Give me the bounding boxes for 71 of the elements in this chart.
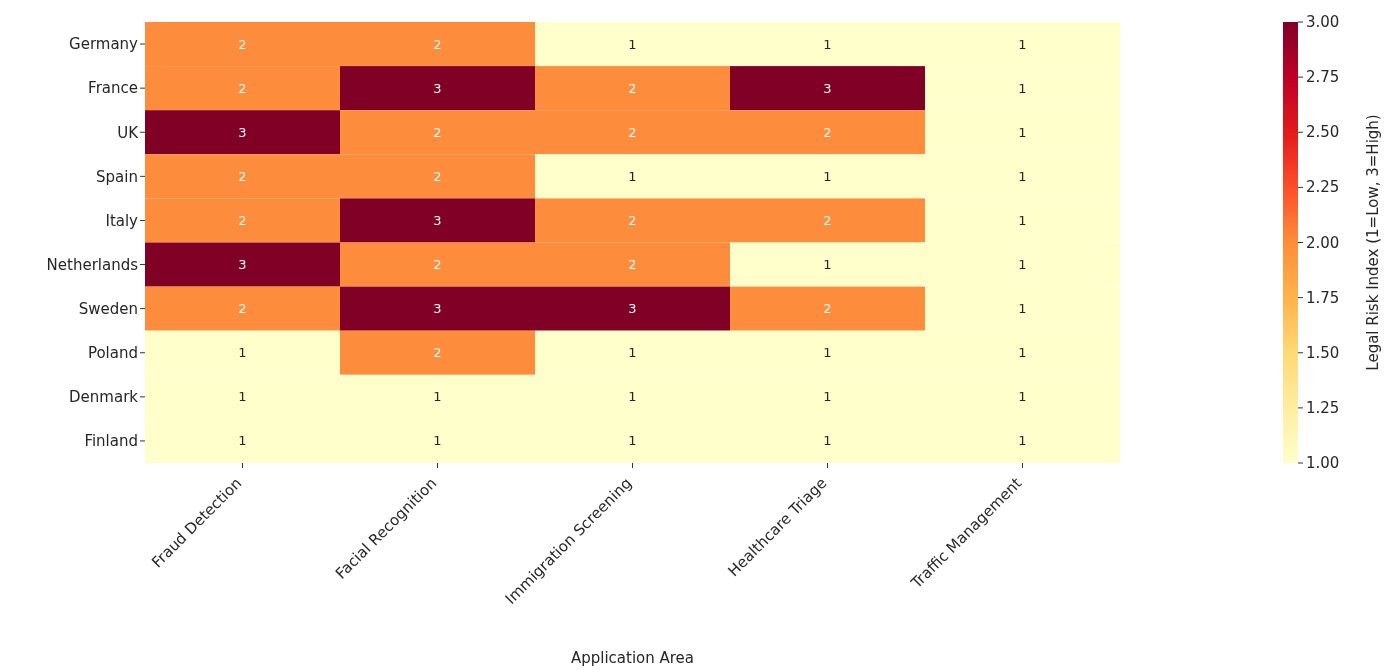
- data-label: 1: [238, 433, 247, 449]
- data-label: 1: [1018, 433, 1027, 449]
- y-tick-label: Netherlands: [46, 255, 139, 274]
- data-label: 1: [1018, 389, 1027, 405]
- color-bar-label: 3.00: [1306, 13, 1340, 31]
- data-label: 1: [823, 433, 832, 449]
- data-label: 1: [628, 36, 637, 52]
- y-tick-label: Italy: [105, 211, 139, 230]
- data-label: 2: [433, 345, 442, 361]
- data-label: 3: [238, 257, 247, 273]
- data-label: 2: [433, 257, 442, 273]
- color-bar-label: 1.75: [1306, 288, 1340, 307]
- color-bar-label: 1.25: [1306, 398, 1340, 417]
- data-label: 2: [238, 80, 247, 96]
- color-bar-label: 1.00: [1306, 454, 1340, 472]
- data-label: 1: [628, 389, 637, 405]
- data-label: 3: [433, 301, 442, 317]
- data-label: 2: [433, 124, 442, 140]
- color-bar-label: 2.00: [1306, 233, 1340, 252]
- data-label: 1: [238, 389, 247, 405]
- data-label: 1: [433, 433, 442, 449]
- data-label: 2: [433, 36, 442, 52]
- data-label: 3: [433, 212, 442, 228]
- data-label: 2: [238, 301, 247, 317]
- data-label: 1: [1018, 301, 1027, 317]
- data-label: 1: [1018, 257, 1027, 273]
- color-bar-label: 2.50: [1306, 123, 1340, 142]
- data-label: 2: [238, 212, 247, 228]
- y-tick-label: France: [88, 79, 138, 98]
- data-label: 3: [823, 80, 832, 96]
- data-label: 1: [1018, 345, 1027, 361]
- y-tick-label: Spain: [96, 167, 138, 186]
- data-label: 1: [238, 345, 247, 361]
- x-axis-title: Application Area: [570, 649, 695, 667]
- color-bar-title: Legal Risk Index (1=Low, 3=High): [1364, 114, 1382, 371]
- data-label: 1: [433, 389, 442, 405]
- data-label: 2: [238, 168, 247, 184]
- data-label: 2: [238, 36, 247, 52]
- y-tick-label: Sweden: [78, 299, 138, 318]
- color-bar-label: 2.25: [1306, 178, 1340, 197]
- data-label: 3: [238, 124, 247, 140]
- y-tick-label: Finland: [84, 432, 138, 451]
- data-label: 2: [433, 168, 442, 184]
- y-tick-label: Poland: [87, 344, 138, 363]
- data-label: 1: [628, 433, 637, 449]
- data-label: 1: [1018, 212, 1027, 228]
- data-label: 2: [823, 212, 832, 228]
- data-label: 1: [823, 168, 832, 184]
- data-label: 1: [628, 345, 637, 361]
- data-label: 2: [823, 124, 832, 140]
- data-label: 2: [823, 301, 832, 317]
- data-label: 3: [433, 80, 442, 96]
- data-label: 1: [823, 36, 832, 52]
- data-label: 1: [823, 345, 832, 361]
- data-label: 2: [628, 80, 637, 96]
- data-label: 1: [1018, 124, 1027, 140]
- data-label: 1: [823, 389, 832, 405]
- y-tick-label: Germany: [69, 35, 139, 54]
- y-tick-label: Denmark: [69, 388, 139, 407]
- color-bar-label: 1.50: [1306, 343, 1340, 362]
- data-label: 1: [823, 257, 832, 273]
- data-label: 2: [628, 124, 637, 140]
- data-label: 2: [628, 257, 637, 273]
- color-bar-label: 2.75: [1306, 68, 1340, 87]
- data-label: 3: [628, 301, 637, 317]
- data-label: 2: [628, 212, 637, 228]
- data-label: 1: [628, 168, 637, 184]
- data-label: 1: [1018, 168, 1027, 184]
- data-label: 1: [1018, 36, 1027, 52]
- data-label: 1: [1018, 80, 1027, 96]
- y-tick-label: UK: [117, 123, 140, 142]
